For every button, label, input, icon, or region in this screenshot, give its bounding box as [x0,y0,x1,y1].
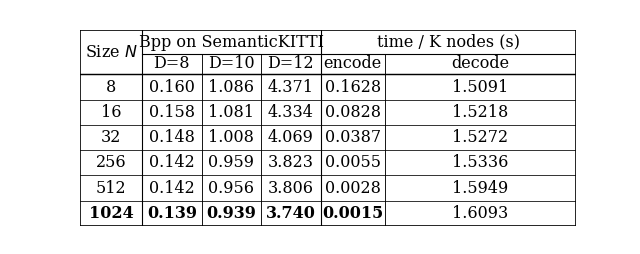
Text: 0.160: 0.160 [149,78,195,96]
Text: 512: 512 [96,180,126,197]
Text: 4.371: 4.371 [268,78,314,96]
Text: 0.148: 0.148 [149,129,195,146]
Text: 1.6093: 1.6093 [452,205,509,222]
Text: 3.740: 3.740 [266,205,316,222]
Text: Size $N$: Size $N$ [84,44,138,61]
Text: 1.5091: 1.5091 [452,78,509,96]
Text: 1.081: 1.081 [208,104,254,121]
Text: 0.142: 0.142 [149,180,195,197]
Text: 0.139: 0.139 [147,205,196,222]
Text: decode: decode [451,55,509,72]
Text: 1024: 1024 [88,205,133,222]
Text: 0.0387: 0.0387 [324,129,381,146]
Text: 0.939: 0.939 [206,205,256,222]
Text: 16: 16 [100,104,121,121]
Text: time / K nodes (s): time / K nodes (s) [377,34,520,51]
Text: 4.334: 4.334 [268,104,314,121]
Text: 0.959: 0.959 [208,154,254,171]
Text: 1.5218: 1.5218 [452,104,509,121]
Text: 0.158: 0.158 [148,104,195,121]
Text: encode: encode [324,55,382,72]
Text: 0.0028: 0.0028 [325,180,381,197]
Text: 256: 256 [96,154,126,171]
Text: 1.5336: 1.5336 [452,154,509,171]
Text: 32: 32 [101,129,121,146]
Text: D=10: D=10 [208,55,255,72]
Text: D=12: D=12 [268,55,314,72]
Text: 0.142: 0.142 [149,154,195,171]
Text: 1.5272: 1.5272 [452,129,509,146]
Text: 0.0828: 0.0828 [325,104,381,121]
Text: 0.956: 0.956 [208,180,254,197]
Text: 1.008: 1.008 [209,129,254,146]
Text: 8: 8 [106,78,116,96]
Text: 3.823: 3.823 [268,154,314,171]
Text: 0.0055: 0.0055 [325,154,381,171]
Text: Bpp on SemanticKITTI: Bpp on SemanticKITTI [139,34,324,51]
Text: D=8: D=8 [154,55,190,72]
Text: 0.1628: 0.1628 [324,78,381,96]
Text: 0.0015: 0.0015 [322,205,383,222]
Text: 1.086: 1.086 [208,78,254,96]
Text: 3.806: 3.806 [268,180,314,197]
Text: 4.069: 4.069 [268,129,314,146]
Text: 1.5949: 1.5949 [452,180,509,197]
